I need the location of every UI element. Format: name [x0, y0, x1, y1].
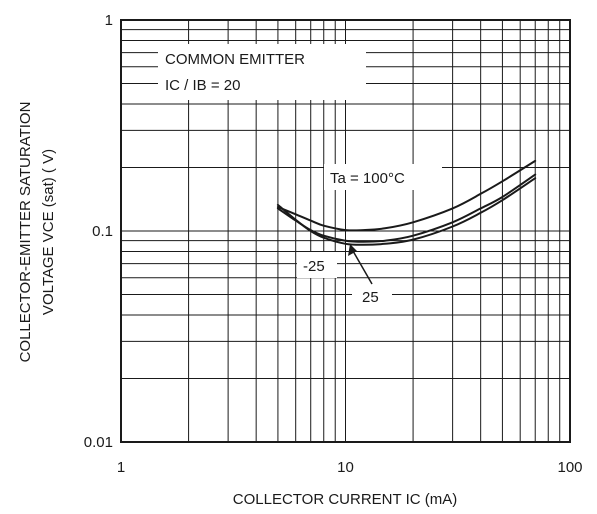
series-label-25: 25: [362, 289, 379, 306]
y-axis-label-line-2: VOLTAGE VCE (sat) ( V): [40, 149, 57, 315]
series-label-ta-100: Ta = 100°C: [330, 170, 405, 187]
tick-labels: 1 10 100 0.01 0.1 1: [84, 12, 583, 476]
curve-layer: [276, 159, 537, 246]
annotation-common-emitter: COMMON EMITTER: [165, 51, 305, 68]
y-axis-label-line-1: COLLECTOR-EMITTER SATURATION: [17, 102, 34, 363]
y-tick-label: 0.1: [92, 223, 113, 240]
series-label-25-background: [352, 283, 392, 309]
series-label-ta-100-background: [324, 164, 442, 190]
plot-border: [120, 19, 571, 443]
plot-frame: [120, 19, 571, 443]
y-tick-label: 0.01: [84, 434, 113, 451]
annotation-ic-ib-ratio: IC / IB = 20: [165, 77, 240, 94]
x-tick-label: 100: [557, 459, 582, 476]
condition-box-background: [158, 44, 366, 100]
x-tick-label: 1: [117, 459, 125, 476]
x-tick-label: 10: [337, 459, 354, 476]
series-label-minus-25: -25: [303, 258, 325, 275]
label-backgrounds: [158, 44, 442, 309]
series-line-minus-25: [276, 177, 537, 246]
x-axis-label: COLLECTOR CURRENT IC (mA): [233, 491, 457, 508]
series-line-ta-100: [276, 159, 537, 232]
series-25-arrowhead: [348, 244, 357, 256]
series-25-leader-line: [352, 250, 373, 285]
y-tick-label: 1: [105, 12, 113, 29]
series-label-minus-25-background: [297, 252, 337, 278]
